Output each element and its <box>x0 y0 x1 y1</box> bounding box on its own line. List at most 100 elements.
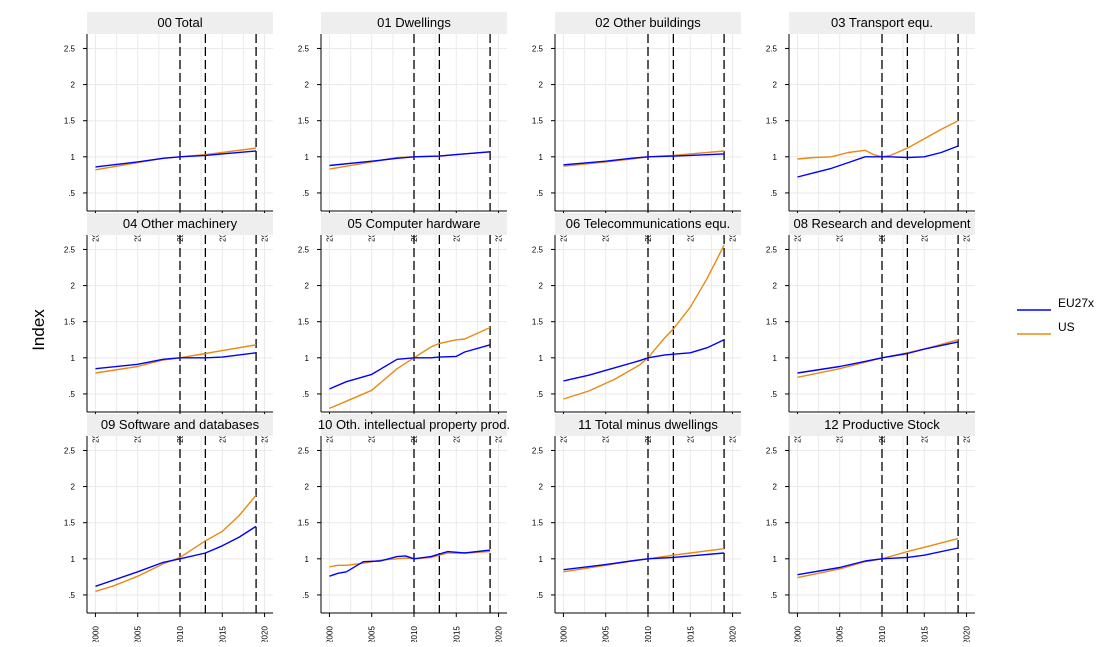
panel-11: 12 Productive Stock .5 1 1.5 2 2.5 2000 2005 201… <box>766 414 975 644</box>
x-tick-label: 2015 <box>686 626 695 642</box>
y-tick-label: 1.5 <box>532 519 544 528</box>
y-tick-label: .5 <box>536 189 543 198</box>
series-line-us <box>95 494 257 592</box>
y-tick-label: 1 <box>71 153 76 162</box>
legend-label-us: US <box>1058 320 1075 334</box>
panel-title: 09 Software and databases <box>101 417 260 432</box>
y-tick-label: 1.5 <box>532 117 544 126</box>
x-tick-label: 2020 <box>963 626 972 642</box>
y-tick-label: 1.5 <box>64 117 76 126</box>
y-tick-label: 1.5 <box>298 117 310 126</box>
y-tick-label: 2.5 <box>766 446 778 455</box>
panel-title: 11 Total minus dwellings <box>578 417 718 432</box>
x-tick-label: 2010 <box>878 626 887 642</box>
x-tick-label: 2020 <box>495 626 504 642</box>
y-tick-label: 2.5 <box>532 446 544 455</box>
x-tick-label: 2015 <box>452 626 461 642</box>
y-tick-label: 2 <box>71 483 76 492</box>
y-tick-label: 1 <box>71 555 76 564</box>
x-tick-label: 2005 <box>836 626 845 642</box>
y-tick-label: 2.5 <box>64 245 76 254</box>
y-tick-label: 1.5 <box>532 318 544 327</box>
series-line-us <box>563 244 725 400</box>
series-line-eu27x <box>95 352 257 370</box>
x-tick-label: 2000 <box>325 626 334 642</box>
panel-10: 11 Total minus dwellings .5 1 1.5 2 2.5 2000 20… <box>532 414 741 644</box>
series-line-us <box>563 548 725 573</box>
y-tick-label: 2 <box>539 81 544 90</box>
panel-7: 08 Research and development.511.522.5200… <box>766 213 975 443</box>
series-line-us <box>797 537 959 579</box>
series-line-eu27x <box>329 549 491 577</box>
y-tick-label: 2 <box>305 81 310 90</box>
y-tick-label: 1.5 <box>298 318 310 327</box>
y-tick-label: .5 <box>770 591 777 600</box>
series-line-us <box>329 326 491 410</box>
y-tick-label: 2 <box>773 282 778 291</box>
y-tick-label: 2.5 <box>298 245 310 254</box>
y-tick-label: 2.5 <box>298 44 310 53</box>
panel-strip <box>87 12 273 34</box>
y-tick-label: 2 <box>539 282 544 291</box>
y-tick-label: 1.5 <box>766 318 778 327</box>
x-tick-label: 2000 <box>91 626 100 642</box>
panel-strip <box>555 213 741 235</box>
y-tick-label: .5 <box>68 189 75 198</box>
series-line-eu27x <box>329 344 491 390</box>
y-tick-label: 1.5 <box>298 519 310 528</box>
y-tick-label: 1 <box>71 354 76 363</box>
panel-1: 01 Dwellings.511.522.5200020052010201520… <box>298 12 507 242</box>
panel-title: 04 Other machinery <box>123 216 238 231</box>
panel-strip <box>789 414 975 436</box>
y-tick-label: 2 <box>71 81 76 90</box>
panel-title: 10 Oth. intellectual property prod. <box>318 417 510 432</box>
x-tick-label: 2015 <box>218 626 227 642</box>
x-tick-label: 2000 <box>559 626 568 642</box>
panel-strip <box>321 213 507 235</box>
y-tick-label: 2 <box>305 282 310 291</box>
x-tick-label: 2010 <box>410 626 419 642</box>
y-tick-label: 1 <box>773 153 778 162</box>
y-tick-label: 1 <box>539 354 544 363</box>
y-tick-label: 1.5 <box>766 117 778 126</box>
y-tick-label: 1.5 <box>64 519 76 528</box>
y-tick-label: .5 <box>68 390 75 399</box>
y-tick-label: .5 <box>770 390 777 399</box>
panel-2: 02 Other buildings.511.522.5200020052010… <box>532 12 741 242</box>
panel-4: 04 Other machinery.511.522.5200020052010… <box>64 213 273 443</box>
y-tick-label: 2.5 <box>766 44 778 53</box>
y-tick-label: 1 <box>539 153 544 162</box>
y-tick-label: 2 <box>539 483 544 492</box>
panel-strip <box>321 12 507 34</box>
panel-3: 03 Transport equ..511.522.52000200520102… <box>766 12 975 242</box>
y-tick-label: 1 <box>539 555 544 564</box>
panel-title: 00 Total <box>157 15 202 30</box>
series-line-us <box>329 550 491 568</box>
y-tick-label: 1 <box>773 354 778 363</box>
y-tick-label: .5 <box>536 591 543 600</box>
series-line-us <box>95 344 257 374</box>
x-tick-label: 2005 <box>368 626 377 642</box>
panel-strip <box>87 213 273 235</box>
series-line-eu27x <box>95 525 257 587</box>
y-tick-label: .5 <box>302 591 309 600</box>
x-tick-label: 2005 <box>602 626 611 642</box>
panel-title: 03 Transport equ. <box>831 15 933 30</box>
y-tick-label: 2 <box>773 81 778 90</box>
panel-strip <box>87 414 273 436</box>
panel-title: 01 Dwellings <box>377 15 451 30</box>
x-tick-label: 2005 <box>134 626 143 642</box>
y-tick-label: 1 <box>305 354 310 363</box>
y-axis-title: Index <box>29 309 48 351</box>
y-tick-label: 2.5 <box>298 446 310 455</box>
panel-strip <box>555 12 741 34</box>
y-tick-label: 1.5 <box>766 519 778 528</box>
y-tick-label: .5 <box>68 591 75 600</box>
y-tick-label: .5 <box>770 189 777 198</box>
y-tick-label: 2.5 <box>64 44 76 53</box>
y-tick-label: 2.5 <box>64 446 76 455</box>
series-line-eu27x <box>797 145 959 178</box>
series-line-us <box>797 120 959 160</box>
